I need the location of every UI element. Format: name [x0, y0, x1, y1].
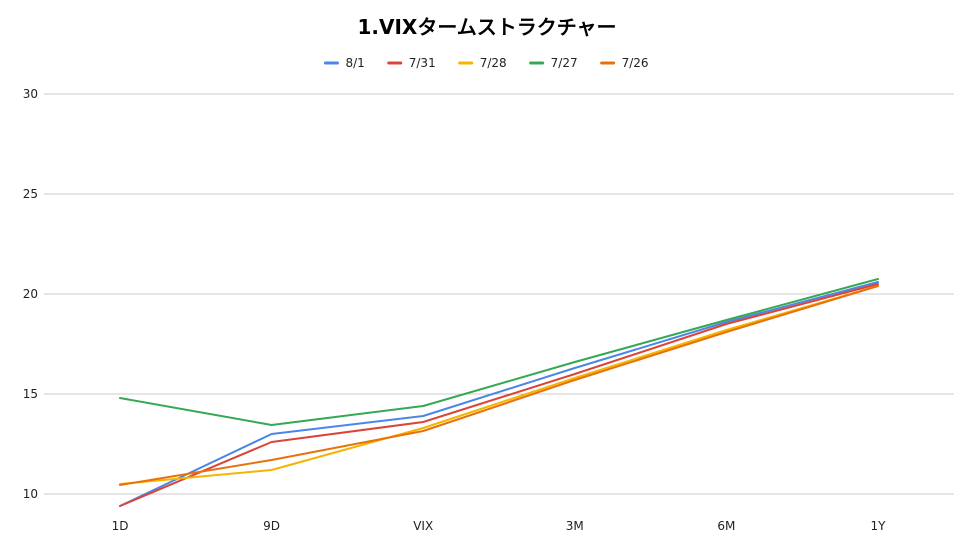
x-tick-label: 6M — [717, 519, 735, 533]
x-tick-label: 3M — [566, 519, 584, 533]
legend-label: 8/1 — [345, 56, 364, 70]
series-line-3 — [119, 278, 879, 426]
y-axis: 10 15 20 25 30 — [23, 87, 38, 501]
y-tick-label: 25 — [23, 187, 38, 201]
legend-label: 7/26 — [622, 56, 649, 70]
series-line-2 — [119, 285, 879, 485]
x-tick-label: 9D — [263, 519, 280, 533]
legend-label: 7/27 — [551, 56, 578, 70]
legend-label: 7/28 — [480, 56, 507, 70]
legend-item[interactable]: 7/31 — [387, 56, 436, 70]
legend-item[interactable]: 8/1 — [323, 56, 365, 70]
series-line-0 — [119, 281, 879, 507]
x-axis: 1D 9D VIX 3M 6M 1Y — [112, 519, 887, 533]
legend-item[interactable]: 7/26 — [600, 56, 649, 70]
legend-item[interactable]: 7/28 — [458, 56, 507, 70]
y-tick-label: 30 — [23, 87, 38, 101]
chart-title: 1.VIXタームストラクチャー — [357, 15, 616, 39]
y-tick-label: 10 — [23, 487, 38, 501]
legend-item[interactable]: 7/27 — [529, 56, 578, 70]
x-tick-label: VIX — [413, 519, 433, 533]
y-tick-label: 15 — [23, 387, 38, 401]
y-tick-label: 20 — [23, 287, 38, 301]
legend-label: 7/31 — [409, 56, 436, 70]
x-tick-label: 1Y — [871, 519, 887, 533]
series-line-1 — [119, 283, 879, 507]
legend: 8/1 7/31 7/28 7/27 7/26 — [323, 56, 649, 70]
gridlines — [44, 93, 954, 495]
series-line-4 — [119, 285, 879, 486]
x-tick-label: 1D — [112, 519, 129, 533]
series-group — [119, 278, 879, 507]
